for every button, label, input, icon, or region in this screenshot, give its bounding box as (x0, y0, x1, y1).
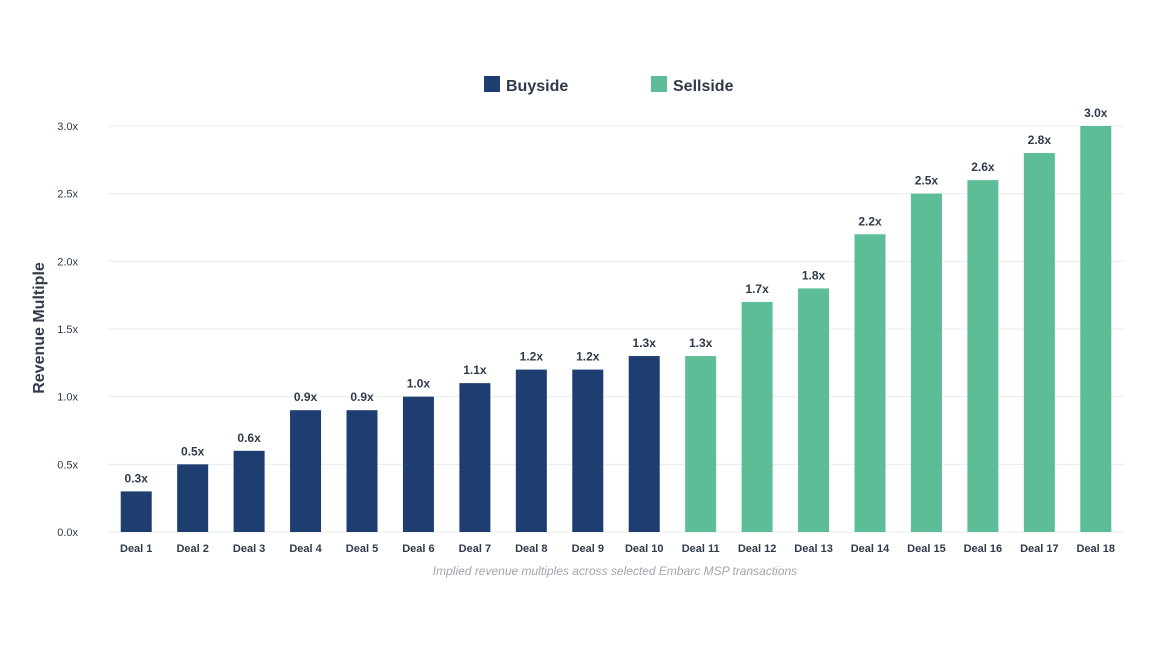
x-tick-label: Deal 17 (1020, 543, 1059, 555)
x-tick-label: Deal 11 (682, 543, 720, 555)
x-tick-label: Deal 14 (851, 543, 890, 555)
data-label: 2.6x (971, 160, 995, 174)
x-tick-label: Deal 10 (625, 543, 664, 555)
data-label: 1.3x (633, 336, 657, 350)
data-label: 1.2x (576, 350, 600, 364)
legend-swatch-sellside (651, 76, 667, 92)
legend-swatch-buyside (484, 76, 500, 92)
bar-deal-13 (798, 288, 830, 532)
data-label: 1.0x (407, 377, 431, 391)
x-tick-label: Deal 8 (515, 543, 547, 555)
y-tick-label: 2.0x (57, 256, 78, 268)
bar-deal-3 (233, 450, 265, 532)
legend-label-sellside: Sellside (673, 78, 734, 95)
data-label: 0.9x (294, 390, 318, 404)
x-tick-label: Deal 6 (402, 543, 434, 555)
x-tick-label: Deal 13 (794, 543, 833, 555)
x-tick-label: Deal 12 (738, 543, 777, 555)
bar-deal-15 (910, 193, 942, 532)
data-label: 2.2x (858, 214, 882, 228)
x-tick-label: Deal 9 (572, 543, 604, 555)
y-tick-label: 0.0x (57, 527, 78, 539)
bar-deal-6 (402, 396, 434, 532)
y-tick-label: 0.5x (57, 459, 78, 471)
x-tick-label: Deal 16 (964, 543, 1003, 555)
data-label: 1.8x (802, 268, 826, 282)
x-tick-label: Deal 4 (289, 543, 322, 555)
x-tick-label: Deal 5 (346, 543, 378, 555)
data-label: 0.3x (125, 471, 149, 485)
chart-caption: Implied revenue multiples across selecte… (433, 564, 797, 578)
bar-deal-7 (459, 383, 491, 532)
legend-label-buyside: Buyside (506, 78, 568, 95)
x-tick-label: Deal 18 (1077, 543, 1116, 555)
data-labels: 0.3x 0.5x 0.6x 0.9x 0.9x 1.0x 1.1x 1.2x 1.2x 1.3x… (125, 106, 1108, 485)
bar-deal-4 (290, 410, 322, 532)
data-label: 2.8x (1028, 133, 1052, 147)
data-label: 0.6x (237, 431, 261, 445)
bar-deal-16 (967, 180, 999, 532)
gridlines (108, 125, 1124, 533)
data-label: 1.3x (689, 336, 713, 350)
data-label: 1.7x (745, 282, 769, 296)
legend: Buyside Sellside (484, 76, 734, 95)
data-label: 0.9x (350, 390, 374, 404)
bar-deal-2 (177, 464, 209, 532)
x-tick-label: Deal 15 (907, 543, 946, 555)
bar-deal-1 (120, 491, 152, 532)
y-tick-label: 2.5x (57, 189, 78, 201)
y-tick-label: 1.0x (57, 392, 78, 404)
data-label: 0.5x (181, 444, 205, 458)
data-label: 2.5x (915, 174, 939, 188)
x-tick-label: Deal 2 (176, 543, 208, 555)
bars (120, 126, 1112, 533)
bar-deal-9 (572, 369, 604, 532)
bar-deal-11 (685, 356, 717, 532)
data-label: 3.0x (1084, 106, 1108, 120)
bar-deal-18 (1080, 126, 1112, 532)
y-tick-label: 1.5x (57, 324, 78, 336)
bar-deal-5 (346, 410, 378, 532)
data-label: 1.2x (520, 350, 544, 364)
data-label: 1.1x (463, 363, 487, 377)
bar-deal-8 (515, 369, 547, 532)
x-tick-label: Deal 1 (120, 543, 152, 555)
x-tick-label: Deal 7 (459, 543, 491, 555)
bar-deal-10 (628, 356, 660, 532)
bar-deal-17 (1023, 153, 1055, 533)
bar-deal-12 (741, 301, 773, 532)
bar-deal-14 (854, 234, 886, 532)
x-tick-label: Deal 3 (233, 543, 265, 555)
y-axis-label: Revenue Multiple (31, 262, 48, 394)
y-axis-ticks: 0.0x 0.5x 1.0x 1.5x 2.0x 2.5x 3.0x (57, 121, 78, 539)
x-axis-ticks: Deal 1 Deal 2 Deal 3 Deal 4 Deal 5 Deal 6 Deal… (120, 543, 1115, 555)
y-tick-label: 3.0x (57, 121, 78, 133)
